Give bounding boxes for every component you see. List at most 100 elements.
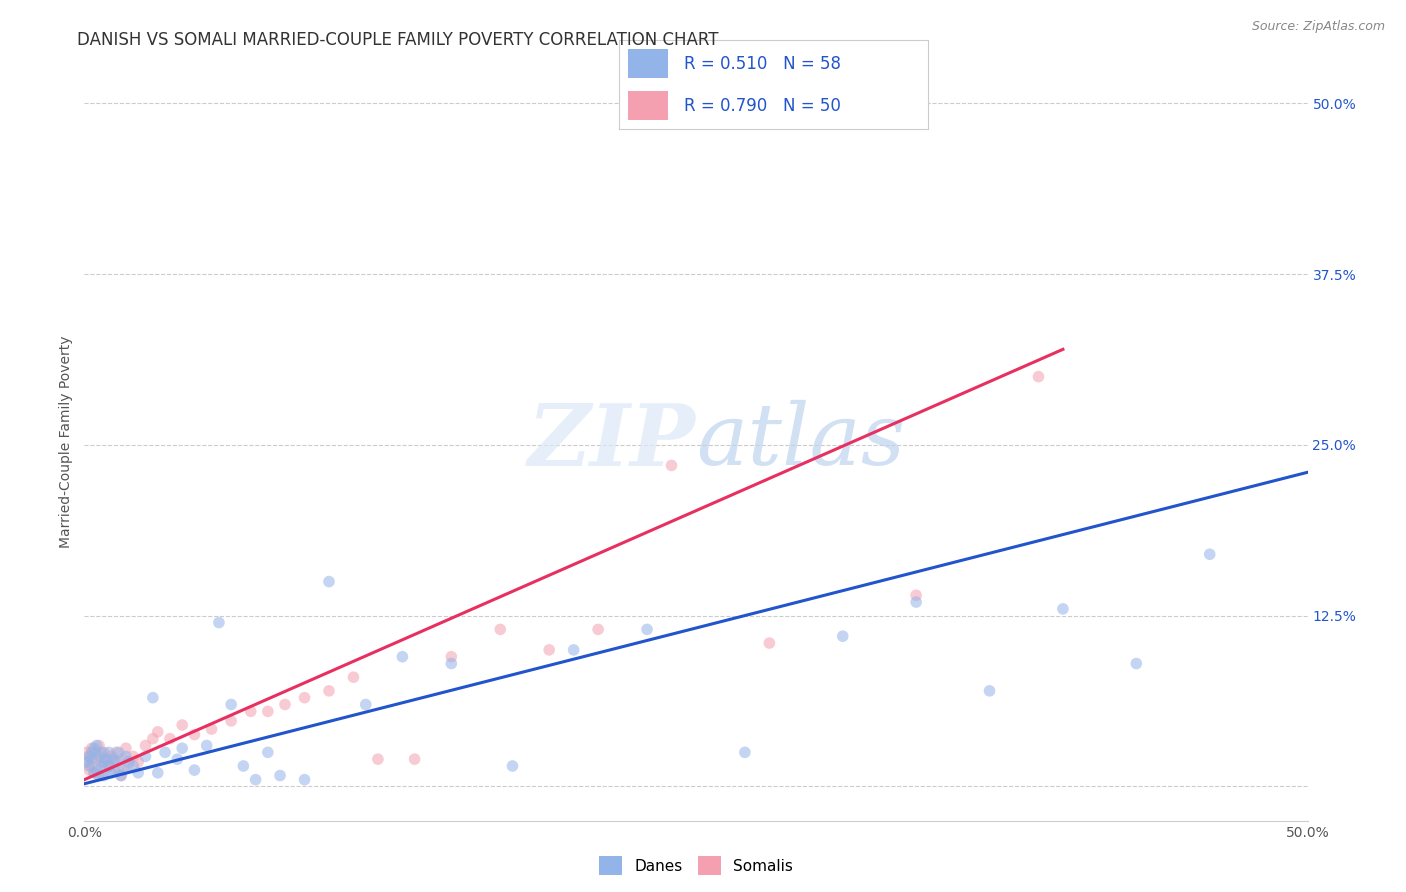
Point	[127, 765, 149, 780]
Point	[1028, 369, 1050, 384]
Point	[76, 755, 98, 769]
Y-axis label: Married-Couple Family Poverty: Married-Couple Family Poverty	[59, 335, 73, 548]
Point	[294, 772, 316, 787]
Point	[127, 755, 149, 769]
Point	[93, 768, 115, 782]
Point	[76, 755, 98, 769]
Point	[100, 749, 122, 764]
Point	[86, 763, 108, 777]
Point	[100, 765, 122, 780]
Point	[80, 741, 103, 756]
Point	[107, 763, 129, 777]
Point	[239, 704, 262, 718]
Point	[219, 714, 242, 728]
Point	[80, 745, 103, 759]
Point	[232, 759, 254, 773]
Point	[440, 649, 463, 664]
Point	[274, 698, 297, 712]
Point	[502, 759, 524, 773]
Text: R = 0.510   N = 58: R = 0.510 N = 58	[683, 54, 841, 73]
Point	[318, 684, 340, 698]
Point	[90, 745, 112, 759]
Point	[245, 772, 267, 787]
Point	[1125, 657, 1147, 671]
Point	[172, 718, 194, 732]
Point	[77, 749, 100, 764]
Point	[200, 722, 222, 736]
Point	[76, 745, 98, 759]
Point	[135, 739, 157, 753]
Point	[83, 765, 105, 780]
Text: R = 0.790   N = 50: R = 0.790 N = 50	[683, 96, 841, 115]
Point	[905, 595, 928, 609]
Point	[146, 765, 169, 780]
Point	[83, 765, 105, 780]
Point	[103, 755, 125, 769]
Point	[146, 724, 169, 739]
Point	[112, 763, 135, 777]
FancyBboxPatch shape	[628, 91, 668, 120]
Point	[404, 752, 426, 766]
Text: Source: ZipAtlas.com: Source: ZipAtlas.com	[1251, 20, 1385, 33]
Point	[734, 745, 756, 759]
Point	[86, 752, 108, 766]
Point	[115, 749, 138, 764]
Point	[166, 752, 188, 766]
Point	[758, 636, 780, 650]
Point	[562, 643, 585, 657]
Point	[90, 768, 112, 782]
Point	[905, 588, 928, 602]
Point	[172, 741, 194, 756]
Point	[831, 629, 853, 643]
Point	[391, 649, 413, 664]
Point	[661, 458, 683, 473]
Point	[86, 745, 108, 759]
Point	[110, 768, 132, 782]
FancyBboxPatch shape	[628, 49, 668, 78]
Point	[117, 759, 139, 773]
Point	[96, 752, 118, 766]
Text: DANISH VS SOMALI MARRIED-COUPLE FAMILY POVERTY CORRELATION CHART: DANISH VS SOMALI MARRIED-COUPLE FAMILY P…	[77, 31, 718, 49]
Point	[257, 704, 280, 718]
Point	[208, 615, 231, 630]
Point	[142, 731, 165, 746]
Legend: Danes, Somalis: Danes, Somalis	[593, 850, 799, 881]
Point	[83, 741, 105, 756]
Point	[80, 752, 103, 766]
Point	[440, 657, 463, 671]
Point	[93, 755, 115, 769]
Point	[87, 739, 110, 753]
Point	[97, 759, 120, 773]
Point	[96, 752, 118, 766]
Point	[93, 759, 115, 773]
Point	[90, 759, 112, 773]
Text: atlas: atlas	[696, 401, 905, 483]
Point	[979, 684, 1001, 698]
Point	[342, 670, 364, 684]
Text: ZIP: ZIP	[529, 400, 696, 483]
Point	[195, 739, 218, 753]
Point	[115, 741, 138, 756]
Point	[142, 690, 165, 705]
Point	[87, 768, 110, 782]
Point	[269, 768, 291, 782]
Point	[112, 752, 135, 766]
Point	[77, 759, 100, 773]
Point	[586, 623, 609, 637]
Point	[122, 759, 145, 773]
Point	[538, 643, 561, 657]
Point	[87, 749, 110, 764]
Point	[153, 745, 176, 759]
Point	[117, 755, 139, 769]
Point	[105, 755, 128, 769]
Point	[183, 728, 205, 742]
Point	[219, 698, 242, 712]
Point	[636, 623, 658, 637]
Point	[159, 731, 181, 746]
Point	[1198, 547, 1220, 561]
Point	[135, 749, 157, 764]
Point	[318, 574, 340, 589]
Point	[110, 768, 132, 782]
Point	[86, 739, 108, 753]
Point	[90, 755, 112, 769]
